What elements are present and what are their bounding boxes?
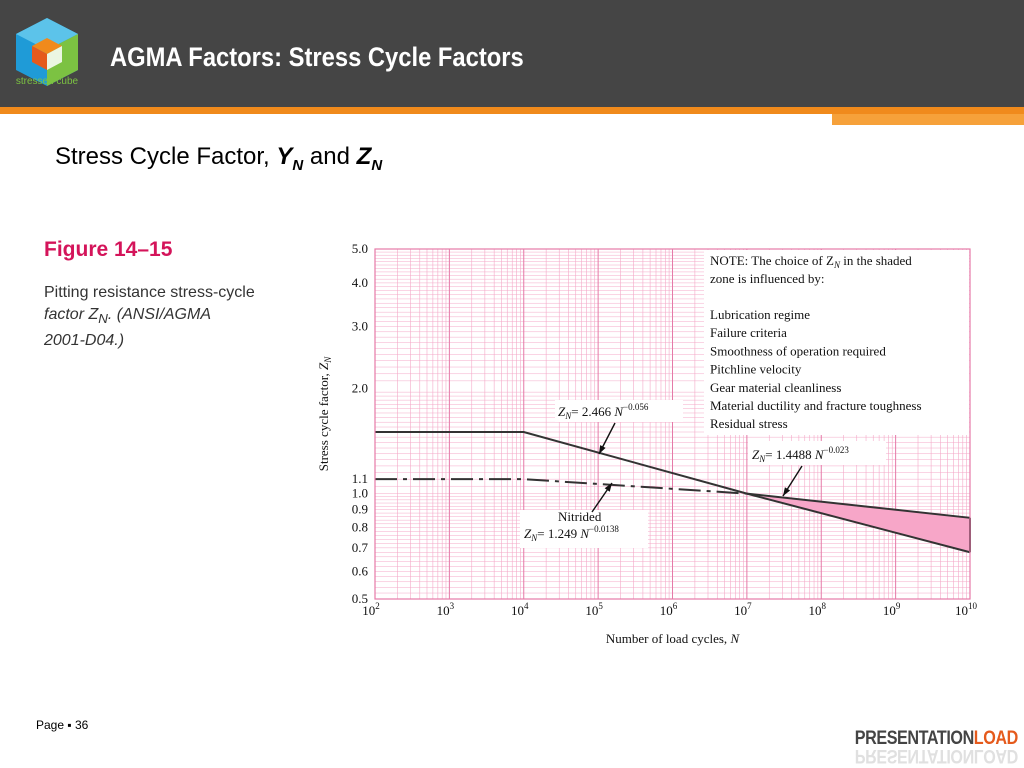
y-tick-label: 1.0 — [352, 486, 368, 501]
page-number: Page ▪ 36 — [36, 718, 89, 732]
y-tick-label: 0.7 — [352, 540, 369, 555]
note-item: Gear material cleanliness — [710, 380, 841, 395]
arrow-eq3-head — [604, 483, 612, 492]
y-tick-label: 3.0 — [352, 319, 368, 334]
arrow-eq1-head — [599, 445, 606, 454]
x-tick-label: 106 — [660, 601, 678, 618]
nitrided-label: Nitrided — [558, 509, 602, 524]
equation-label-3: ZN= 1.249 N−0.0138 — [524, 524, 619, 543]
note-item: Failure criteria — [710, 325, 787, 340]
arrow-eq2-head — [783, 487, 791, 496]
note-item: Material ductility and fracture toughnes… — [710, 398, 922, 413]
x-tick-label: 104 — [511, 601, 529, 618]
note-subtitle: zone is influenced by: — [710, 271, 824, 286]
x-axis-label: Number of load cycles, N — [606, 631, 741, 646]
eq2-bg — [748, 441, 886, 465]
x-tick-label: 103 — [437, 601, 455, 618]
y-tick-label: 5.0 — [352, 241, 368, 256]
page-title: AGMA Factors: Stress Cycle Factors — [110, 42, 524, 72]
note-item: Lubrication regime — [710, 307, 810, 322]
figure-label: Figure 14–15 — [44, 238, 173, 261]
eq3-bg — [520, 510, 648, 548]
subtitle-y: YN — [276, 143, 304, 174]
figure-caption: Pitting resistance stress-cycle factor Z… — [44, 284, 255, 350]
equation-label-2: ZN= 1.4488 N−0.023 — [752, 445, 849, 464]
plot-border — [374, 248, 971, 600]
x-tick-label: 1010 — [955, 601, 978, 618]
header-accent-band — [0, 107, 1024, 114]
y-tick-label: 1.1 — [352, 471, 368, 486]
subtitle-z: ZN — [356, 143, 383, 174]
y-tick-label: 0.5 — [352, 591, 368, 606]
y-tick-label: 4.0 — [352, 275, 368, 290]
x-tick-label: 107 — [734, 601, 752, 618]
stressed-cube-logo-icon — [16, 18, 78, 86]
brand-logo-reflection: PRESENTATIONLOAD — [854, 745, 1018, 766]
header-accent-tab — [832, 114, 1024, 125]
eq1-bg — [555, 400, 683, 422]
x-tick-label: 105 — [585, 601, 603, 618]
logo-text: stressed cube — [15, 76, 79, 87]
y-tick-label: 0.8 — [352, 520, 368, 535]
y-tick-label: 0.9 — [352, 502, 368, 517]
slide-header: stressed cube AGMA Factors: Stress Cycle… — [0, 0, 1024, 107]
subtitle-and: and — [309, 143, 350, 170]
stress-cycle-chart: NOTE: The choice of ZN in the shadedzone… — [316, 241, 978, 646]
x-tick-label: 108 — [809, 601, 827, 618]
subtitle-text: Stress Cycle Factor, — [55, 143, 277, 170]
series-line-2 — [375, 478, 747, 495]
series-line-1 — [375, 431, 971, 554]
note-box — [704, 250, 969, 435]
y-tick-label: 2.0 — [352, 380, 368, 395]
x-tick-label: 109 — [883, 601, 901, 618]
y-axis-label: Stress cycle factor, ZN — [316, 356, 333, 472]
note-item: Smoothness of operation required — [710, 343, 886, 358]
note-item: Pitchline velocity — [710, 362, 802, 377]
brand-logo: PRESENTATIONLOAD — [854, 728, 1019, 749]
x-tick-label: 102 — [362, 601, 380, 618]
note-item: Residual stress — [710, 416, 788, 431]
y-tick-label: 0.6 — [352, 563, 369, 578]
note-title: NOTE: The choice of ZN in the shaded — [710, 253, 912, 270]
slide-subtitle: Stress Cycle Factor, YN and ZN — [55, 143, 382, 174]
equation-label-1: ZN= 2.466 N−0.056 — [558, 402, 649, 421]
series-line-3 — [746, 492, 971, 519]
